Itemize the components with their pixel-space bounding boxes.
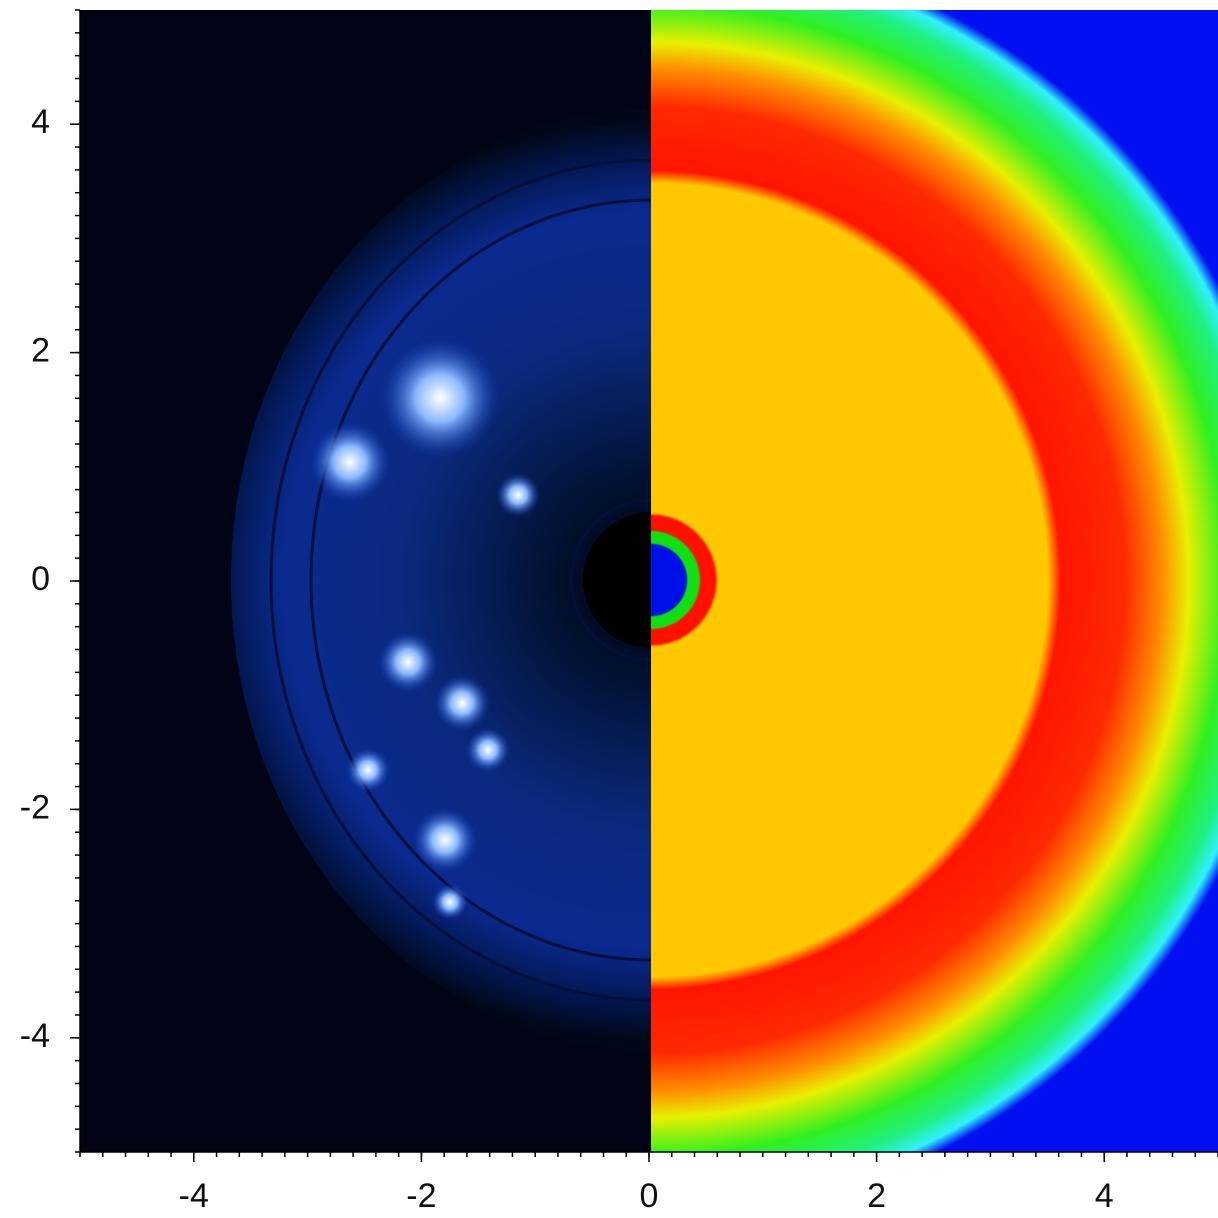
- simulation-image: [80, 10, 1218, 1152]
- x-tick-label: 2: [867, 1177, 886, 1215]
- x-tick-label: 4: [1095, 1177, 1114, 1215]
- y-tick-label: -4: [20, 1017, 50, 1055]
- y-tick-label: 2: [31, 332, 50, 370]
- y-tick-label: 0: [31, 560, 50, 598]
- y-tick-label: -2: [20, 788, 50, 826]
- y-tick-label: 4: [31, 103, 50, 141]
- x-tick-label: -2: [406, 1177, 436, 1215]
- x-tick-label: -4: [179, 1177, 209, 1215]
- x-tick-label: 0: [640, 1177, 659, 1215]
